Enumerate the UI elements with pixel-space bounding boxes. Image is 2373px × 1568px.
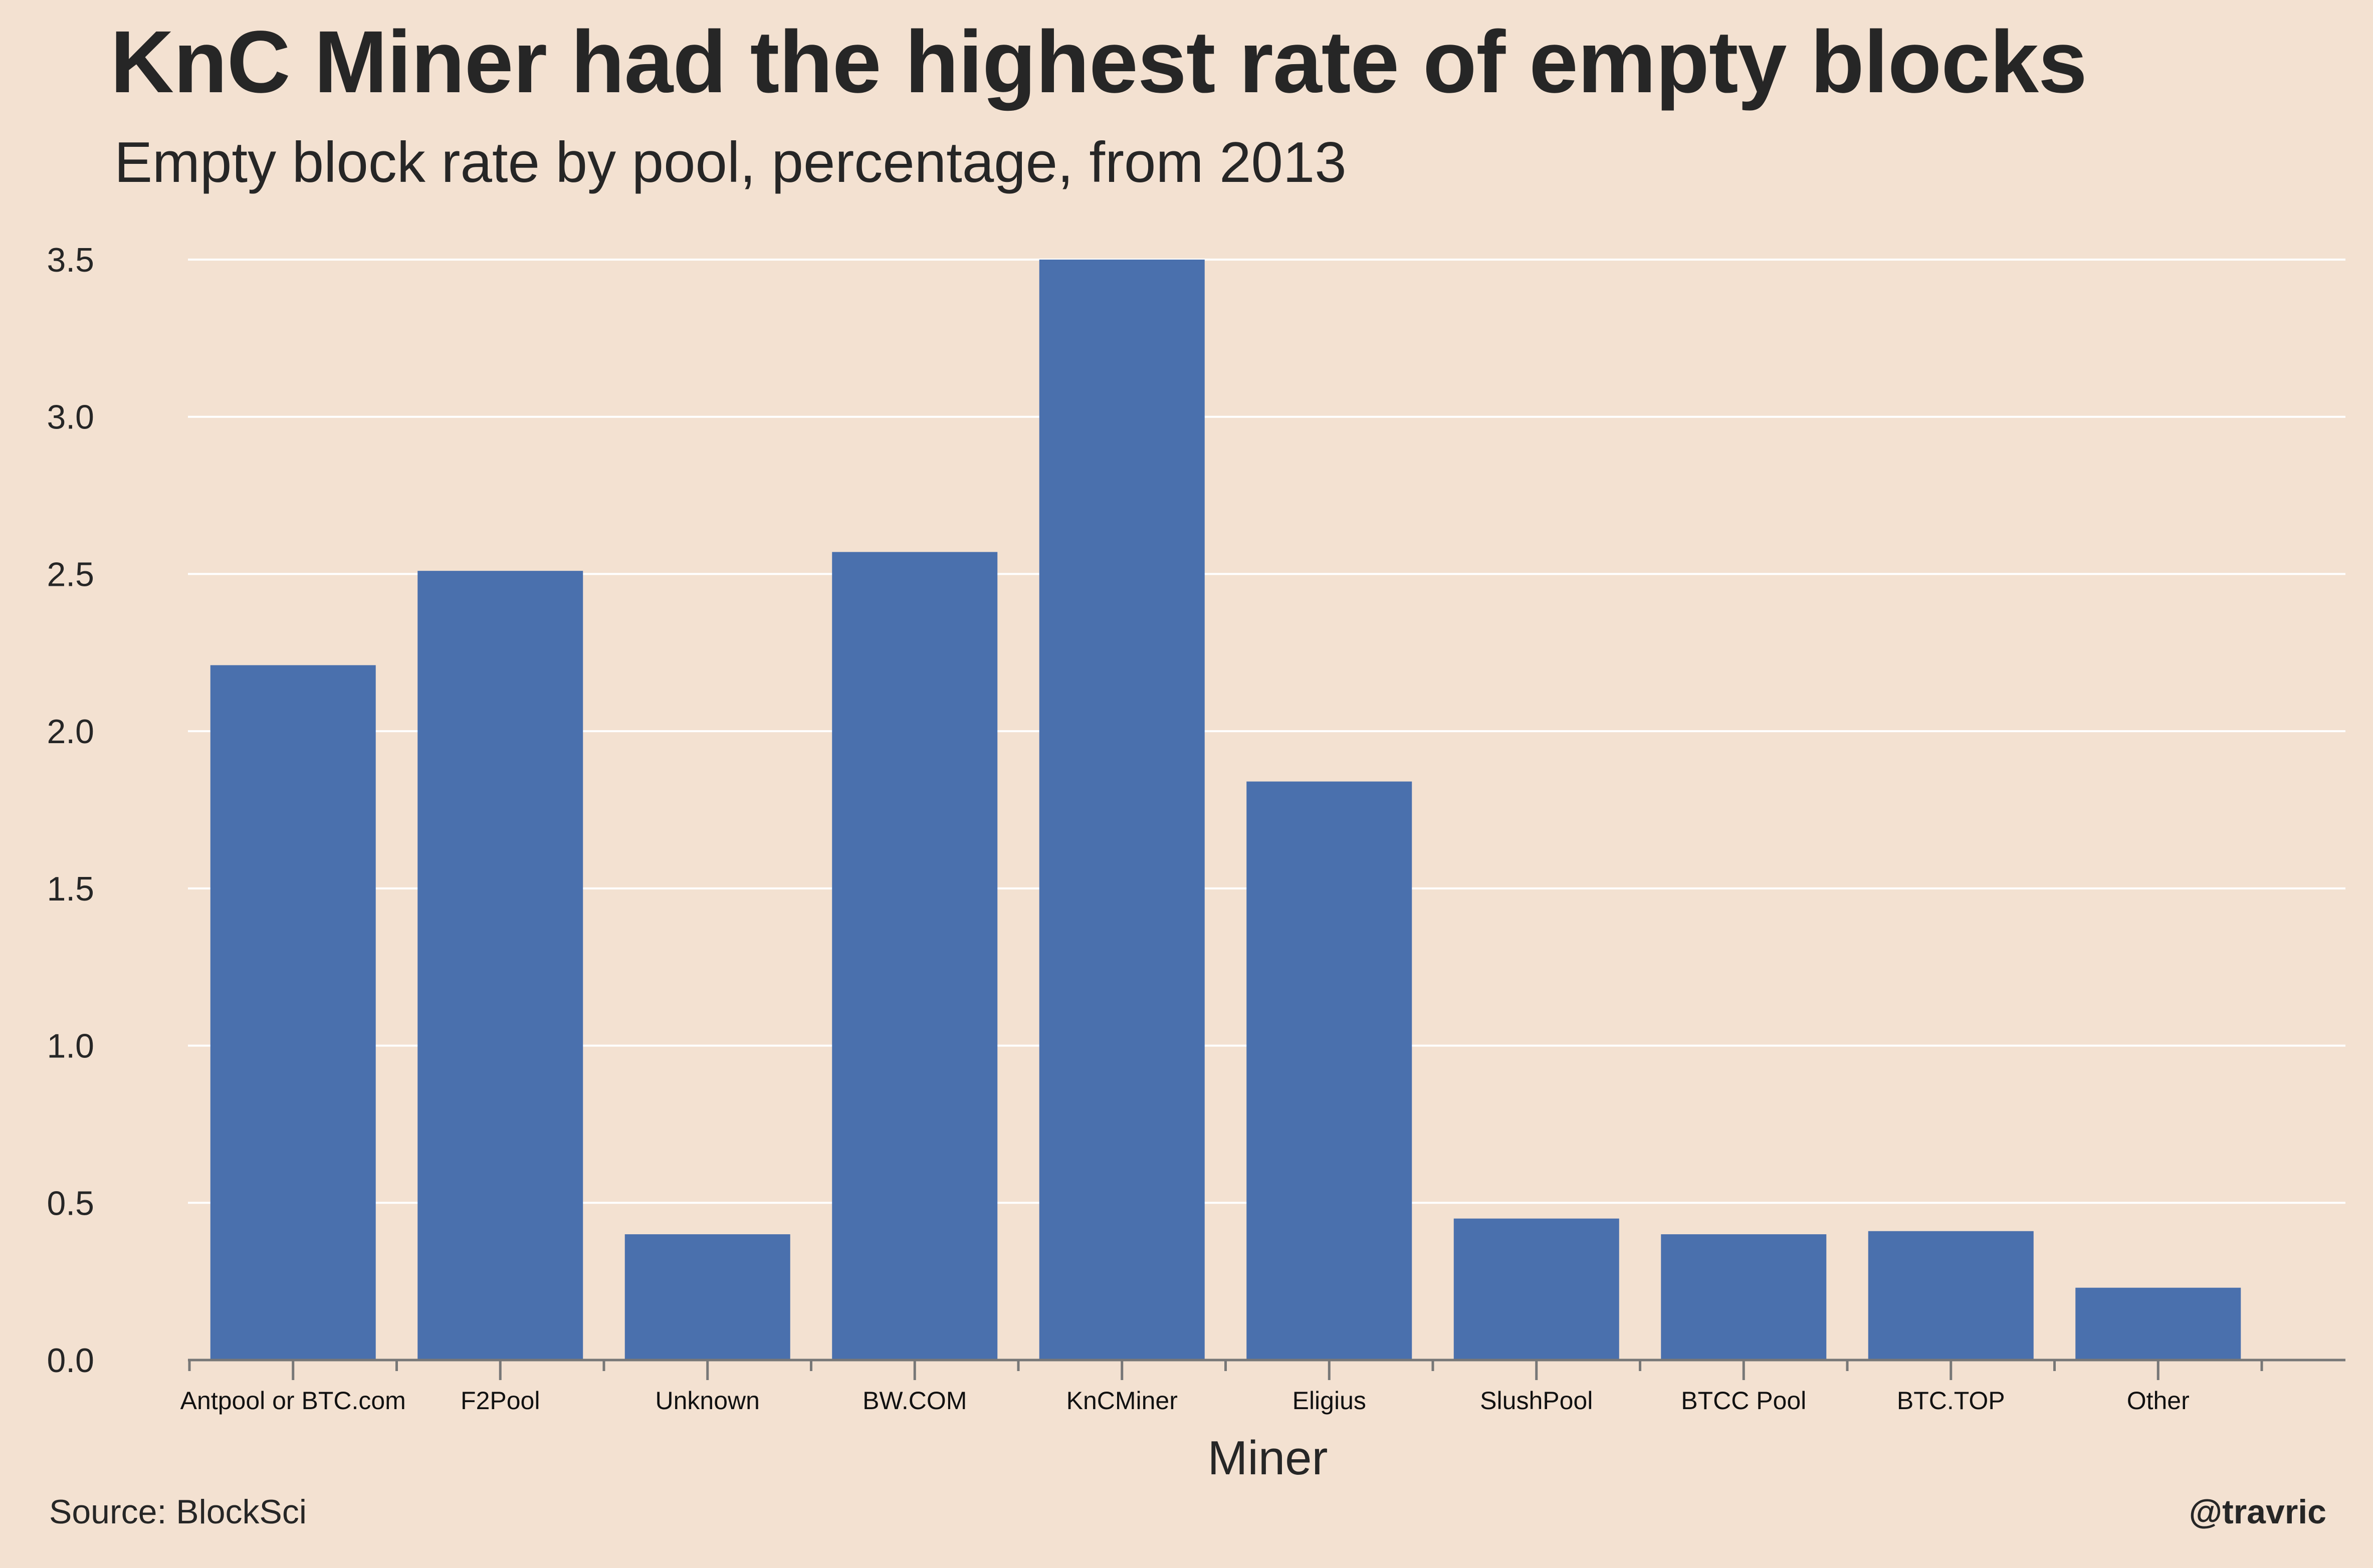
x-axis-title: Miner [1207,1431,1328,1478]
chart-subtitle: Empty block rate by pool, percentage, fr… [114,131,1347,194]
x-tick-label: F2Pool [461,1387,540,1415]
x-tick-label: Antpool or BTC.com [180,1387,406,1415]
x-axis-tick-labels: Antpool or BTC.com F2Pool Unknown BW.COM KnC… [180,1387,2190,1415]
x-tick-label: Other [2127,1387,2190,1415]
x-tick-label: BW.COM [862,1387,967,1415]
x-tick-label: KnCMiner [1066,1387,1178,1415]
y-tick-label: 0.5 [47,1184,94,1222]
bar [210,665,376,1360]
bar [1868,1231,2034,1360]
x-tick-label: Eligius [1292,1387,1366,1415]
bar [1246,781,1412,1360]
y-tick-label: 1.5 [47,870,94,908]
y-tick-label: 3.0 [47,398,94,436]
bar [417,571,583,1360]
bar [624,1234,790,1360]
chart-title: KnC Miner had the highest rate of empty … [110,13,2087,111]
x-tick-label: BTCC Pool [1681,1387,1806,1415]
bars [210,260,2241,1360]
y-tick-label: 2.5 [47,555,94,593]
y-tick-label: 3.5 [47,241,94,279]
bar [1661,1234,1827,1360]
x-tick-label: BTC.TOP [1897,1387,2005,1415]
axes [188,1359,2345,1380]
bar [832,552,998,1360]
y-tick-label: 2.0 [47,713,94,751]
source-note: Source: BlockSci [49,1493,307,1531]
y-tick-label: 0.0 [47,1341,94,1380]
x-tick-label: SlushPool [1480,1387,1593,1415]
bar [1453,1218,1619,1360]
y-axis-tick-labels: 0.0 0.5 1.0 1.5 2.0 2.5 3.0 3.5 [47,241,94,1380]
x-tick-label: Unknown [656,1387,760,1415]
bar [2075,1287,2241,1360]
y-tick-label: 1.0 [47,1027,94,1065]
bar-chart: 0.0 0.5 1.0 1.5 2.0 2.5 3.0 3.5 Antpool or BTC.… [47,241,2345,1478]
bar [1039,260,1205,1360]
author-handle: @travric [2189,1493,2326,1531]
